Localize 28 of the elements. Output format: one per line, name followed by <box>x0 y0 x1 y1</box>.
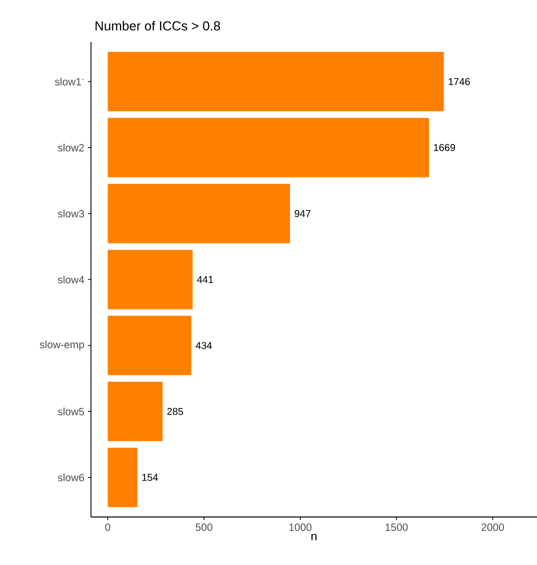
data-label: 154 <box>142 474 158 481</box>
data-label: 1746 <box>448 78 470 86</box>
y-tick-label: slow4 <box>58 276 84 284</box>
x-tick-label: 2000 <box>482 524 504 531</box>
data-label: 285 <box>167 408 184 415</box>
bar <box>108 250 193 310</box>
y-tick-label: slow-emp <box>40 340 84 350</box>
bar <box>108 382 163 442</box>
bar <box>108 118 430 178</box>
x-axis-title: n <box>311 534 317 540</box>
y-tick-label: slow6 <box>58 474 84 482</box>
data-label: 441 <box>197 276 214 283</box>
y-tick-label: slow5 <box>58 408 84 416</box>
data-label: 1669 <box>434 144 455 152</box>
data-label: 434 <box>196 342 212 350</box>
x-tick-label: 1500 <box>386 524 408 531</box>
chart-title: Number of ICCs > 0.8 <box>96 20 220 30</box>
bar <box>108 184 290 244</box>
x-tick-label: 0 <box>105 524 110 531</box>
x-tick-label: 1000 <box>289 524 312 531</box>
y-tick-label: slow1$^{-}$ <box>54 78 84 86</box>
y-tick-label: slow3 <box>58 210 84 218</box>
y-tick-label: slow2 <box>58 144 84 152</box>
bar <box>108 316 192 376</box>
bar <box>108 52 444 112</box>
bar <box>108 448 138 508</box>
data-label: 947 <box>294 210 310 218</box>
x-tick-label: 500 <box>196 524 212 531</box>
